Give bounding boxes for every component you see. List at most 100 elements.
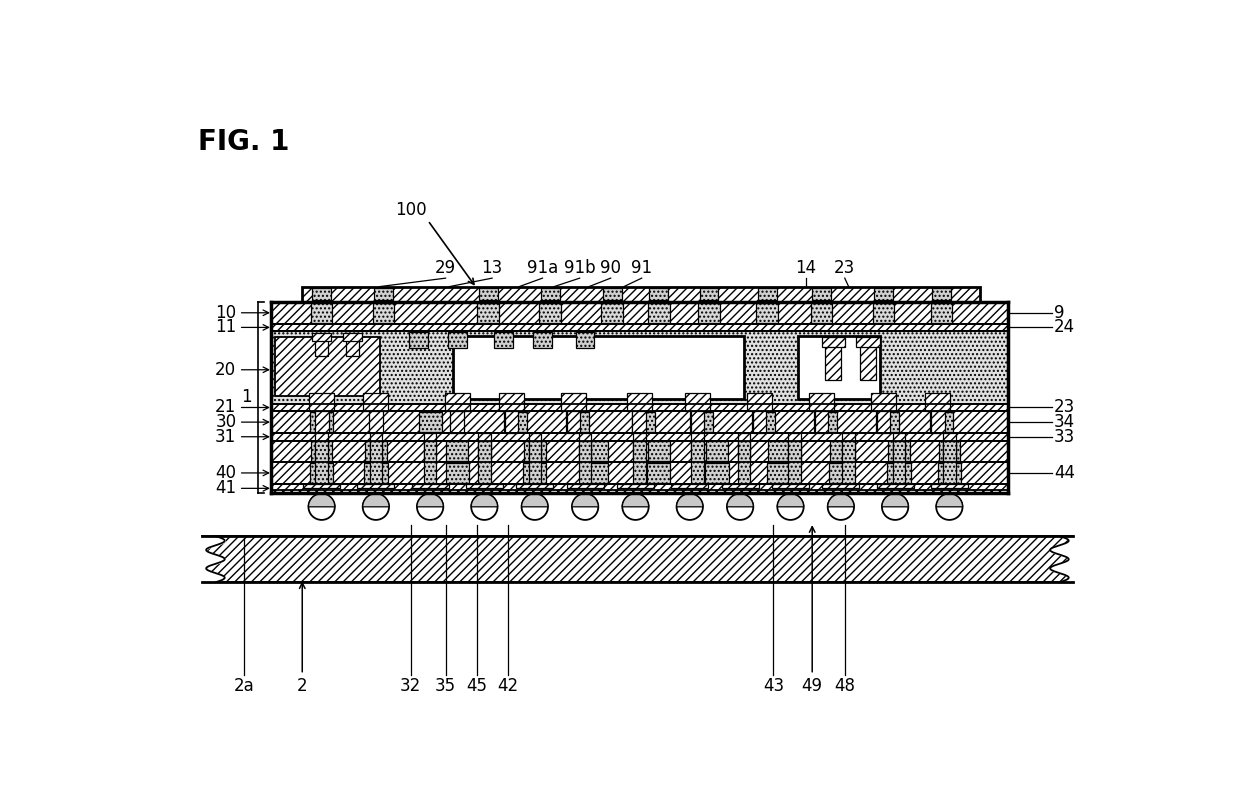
Text: 49: 49 xyxy=(802,677,822,695)
Bar xyxy=(812,289,831,300)
Text: 32: 32 xyxy=(401,677,422,695)
Bar xyxy=(303,287,981,302)
Bar xyxy=(370,433,382,462)
Text: 45: 45 xyxy=(466,677,487,695)
Text: 31: 31 xyxy=(215,428,237,446)
Bar xyxy=(808,393,833,411)
Bar xyxy=(370,411,383,433)
Bar xyxy=(603,289,621,300)
Bar xyxy=(528,433,541,462)
Bar xyxy=(893,433,905,462)
Circle shape xyxy=(522,493,548,520)
Bar xyxy=(343,333,362,340)
Wedge shape xyxy=(936,493,962,507)
Bar xyxy=(699,289,718,300)
Bar xyxy=(525,442,546,461)
Bar xyxy=(272,485,1007,490)
Bar xyxy=(692,433,704,462)
Wedge shape xyxy=(572,493,598,507)
Circle shape xyxy=(777,493,804,520)
Bar xyxy=(773,484,808,489)
Text: 33: 33 xyxy=(1054,428,1075,446)
Bar xyxy=(311,442,332,461)
Bar xyxy=(424,441,436,484)
Bar xyxy=(374,289,393,300)
Text: 21: 21 xyxy=(215,398,237,417)
Bar xyxy=(312,333,331,340)
Bar xyxy=(632,411,646,433)
Bar xyxy=(821,337,844,347)
Text: 30: 30 xyxy=(216,413,237,431)
Bar xyxy=(272,403,1007,411)
Circle shape xyxy=(622,493,649,520)
Bar xyxy=(738,433,750,462)
Bar xyxy=(272,441,1007,462)
Text: 91: 91 xyxy=(631,258,652,277)
Bar xyxy=(931,411,945,433)
Bar xyxy=(932,289,951,300)
Bar xyxy=(826,337,841,379)
Text: 41: 41 xyxy=(216,479,237,497)
Bar xyxy=(272,484,1007,493)
Bar xyxy=(789,433,801,462)
Bar xyxy=(539,303,562,323)
Bar xyxy=(315,333,327,356)
Bar xyxy=(601,303,624,323)
Text: 34: 34 xyxy=(1054,413,1075,431)
Text: 23: 23 xyxy=(835,258,856,277)
Bar xyxy=(310,463,334,483)
Circle shape xyxy=(677,493,703,520)
Bar xyxy=(466,484,503,489)
Bar xyxy=(424,433,436,462)
Bar xyxy=(505,411,518,433)
Bar xyxy=(448,332,466,348)
Bar xyxy=(842,441,854,484)
Circle shape xyxy=(828,493,854,520)
Bar xyxy=(479,433,491,462)
Bar xyxy=(631,412,655,432)
Bar xyxy=(311,303,332,323)
Circle shape xyxy=(362,493,389,520)
Bar xyxy=(272,462,1007,484)
Bar xyxy=(479,441,491,484)
Bar xyxy=(272,324,1007,332)
Bar xyxy=(830,463,853,483)
Circle shape xyxy=(936,493,962,520)
Wedge shape xyxy=(622,493,649,507)
Bar xyxy=(768,442,790,461)
Bar xyxy=(565,412,589,432)
Bar xyxy=(861,337,875,379)
Bar xyxy=(650,289,668,300)
Bar xyxy=(315,433,327,462)
Bar xyxy=(446,442,469,461)
Bar xyxy=(888,463,910,483)
Text: 91b: 91b xyxy=(564,258,595,277)
Bar xyxy=(450,411,464,433)
Bar xyxy=(931,484,967,489)
Bar xyxy=(944,433,956,462)
Bar xyxy=(931,303,952,323)
Bar xyxy=(495,332,513,348)
Bar xyxy=(799,336,879,399)
Text: 20: 20 xyxy=(216,361,237,379)
Wedge shape xyxy=(417,493,444,507)
Bar xyxy=(925,393,950,411)
Bar xyxy=(357,484,394,489)
Bar xyxy=(877,411,890,433)
Bar xyxy=(272,332,1007,403)
Bar xyxy=(753,411,766,433)
Bar xyxy=(363,393,388,411)
Bar xyxy=(813,412,837,432)
Bar xyxy=(873,303,894,323)
Bar xyxy=(751,412,775,432)
Wedge shape xyxy=(882,493,908,507)
Bar xyxy=(671,484,708,489)
Text: 35: 35 xyxy=(435,677,456,695)
Wedge shape xyxy=(522,493,548,507)
Bar xyxy=(523,463,547,483)
Circle shape xyxy=(471,493,497,520)
Text: 48: 48 xyxy=(835,677,856,695)
Text: 90: 90 xyxy=(600,258,621,277)
Bar xyxy=(454,336,744,399)
Bar xyxy=(346,333,358,356)
